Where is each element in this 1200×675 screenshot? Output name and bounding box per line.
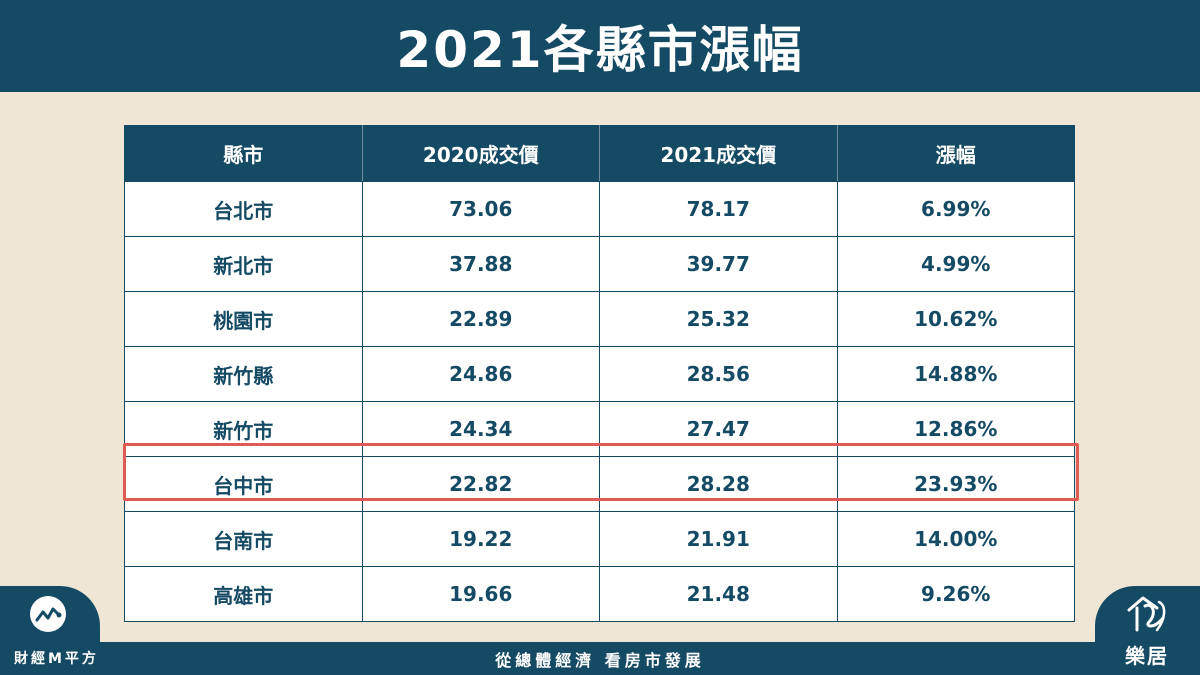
cell-price-2020: 22.89 [361, 291, 600, 347]
brand-name-left: 財經M平方 [14, 651, 99, 667]
table-row: 高雄市 19.66 21.48 9.26% [124, 566, 1075, 622]
header-city: 縣市 [124, 125, 363, 182]
cell-growth: 10.62% [836, 291, 1075, 347]
cell-price-2020: 19.22 [361, 511, 600, 567]
footer-bar: 從總體經濟 看房市發展 [0, 642, 1200, 675]
header-growth: 漲幅 [836, 125, 1075, 182]
cell-growth: 9.26% [836, 566, 1075, 622]
cell-price-2020: 37.88 [361, 236, 600, 292]
cell-city: 台北市 [124, 181, 363, 237]
brand-logo-left: 財經M平方 [0, 586, 100, 675]
cell-city: 高雄市 [124, 566, 363, 622]
cell-price-2021: 39.77 [599, 236, 838, 292]
page-title: 2021各縣市漲幅 [396, 21, 804, 79]
table-row: 新北市 37.88 39.77 4.99% [124, 236, 1075, 292]
table-row: 台北市 73.06 78.17 6.99% [124, 181, 1075, 237]
cell-price-2020: 73.06 [361, 181, 600, 237]
table-row: 新竹市 24.34 27.47 12.86% [124, 401, 1075, 457]
table-row: 新竹縣 24.86 28.56 14.88% [124, 346, 1075, 402]
cell-city: 桃園市 [124, 291, 363, 347]
cell-city: 新竹市 [124, 401, 363, 457]
cell-price-2021: 21.48 [599, 566, 838, 622]
cell-price-2020: 19.66 [361, 566, 600, 622]
cell-price-2020: 22.82 [361, 456, 600, 512]
cell-city: 新北市 [124, 236, 363, 292]
footer-slogan: 從總體經濟 看房市發展 [495, 650, 705, 670]
header-price-2020: 2020成交價 [361, 125, 600, 182]
cell-price-2021: 25.32 [599, 291, 838, 347]
cell-city: 新竹縣 [124, 346, 363, 402]
table-row-highlighted: 台中市 22.82 28.28 23.93% [124, 456, 1075, 512]
cell-growth: 12.86% [836, 401, 1075, 457]
cell-growth: 23.93% [836, 456, 1075, 512]
cell-price-2020: 24.34 [361, 401, 600, 457]
cell-growth: 14.00% [836, 511, 1075, 567]
cell-growth: 6.99% [836, 181, 1075, 237]
cell-city: 台南市 [124, 511, 363, 567]
header-price-2021: 2021成交價 [599, 125, 838, 182]
cell-price-2021: 28.28 [599, 456, 838, 512]
cell-price-2021: 21.91 [599, 511, 838, 567]
cell-city: 台中市 [124, 456, 363, 512]
price-table-container: 縣市 2020成交價 2021成交價 漲幅 台北市 73.06 78.17 6.… [124, 125, 1075, 622]
cell-price-2020: 24.86 [361, 346, 600, 402]
header-bar: 2021各縣市漲幅 [0, 0, 1200, 92]
cell-growth: 14.88% [836, 346, 1075, 402]
brand-name-right: 樂居 [1125, 644, 1169, 668]
cell-growth: 4.99% [836, 236, 1075, 292]
brand-logo-right: 樂居 [1095, 586, 1200, 675]
cell-price-2021: 27.47 [599, 401, 838, 457]
table-row: 桃園市 22.89 25.32 10.62% [124, 291, 1075, 347]
house-signature-icon [1123, 592, 1173, 636]
table-header-row: 縣市 2020成交價 2021成交價 漲幅 [124, 125, 1075, 182]
cell-price-2021: 78.17 [599, 181, 838, 237]
cell-price-2021: 28.56 [599, 346, 838, 402]
trend-chart-icon [30, 596, 66, 632]
price-table: 縣市 2020成交價 2021成交價 漲幅 台北市 73.06 78.17 6.… [124, 125, 1075, 622]
table-row: 台南市 19.22 21.91 14.00% [124, 511, 1075, 567]
